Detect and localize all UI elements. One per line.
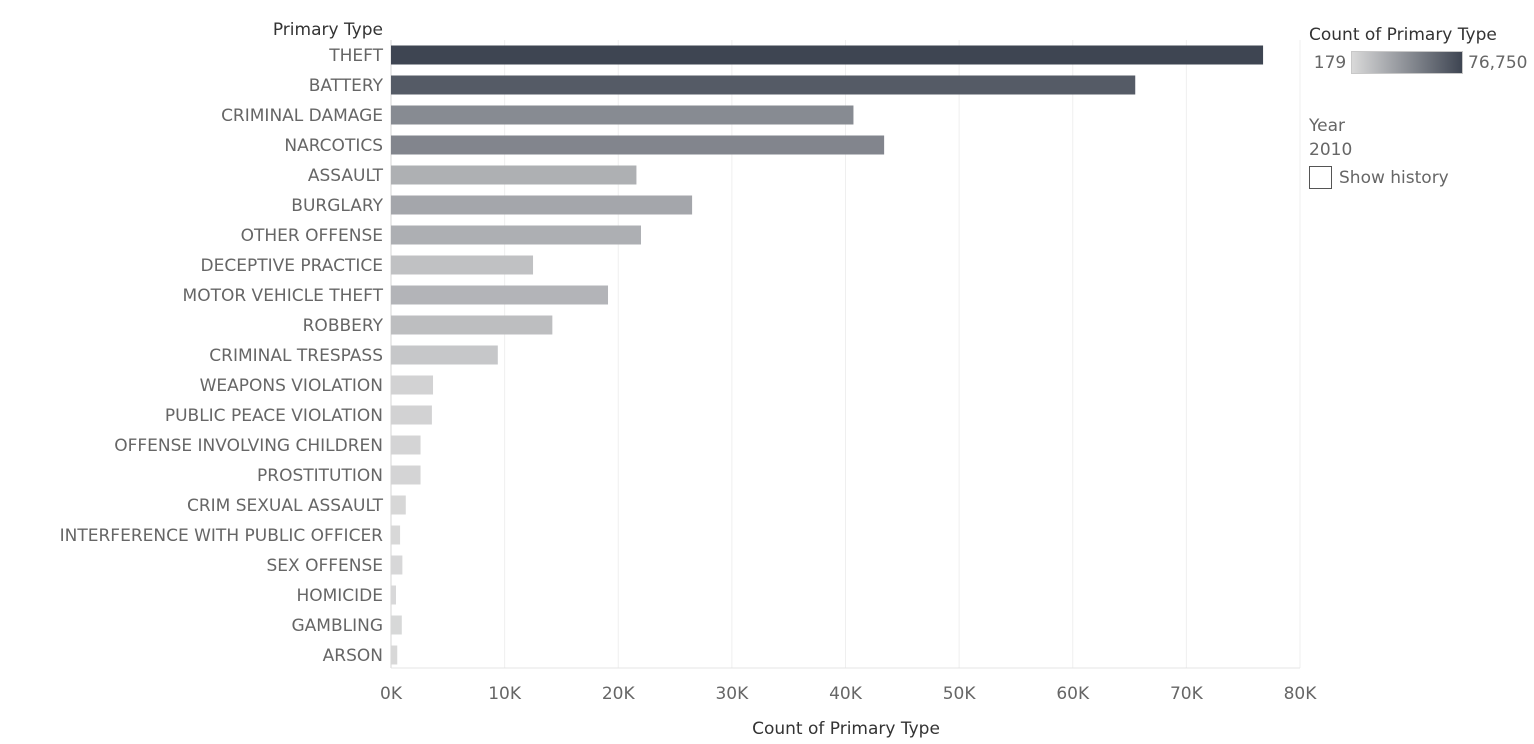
bar[interactable] <box>391 525 401 545</box>
x-tick-label: 20K <box>602 684 636 704</box>
category-label: OTHER OFFENSE <box>241 226 383 246</box>
bar[interactable] <box>391 75 1136 95</box>
bar[interactable] <box>391 375 434 395</box>
show-history-checkbox[interactable] <box>1309 166 1332 189</box>
bar[interactable] <box>391 615 402 635</box>
x-tick-label: 80K <box>1284 684 1318 704</box>
year-label: Year <box>1309 116 1345 136</box>
color-gradient-swatch <box>1351 51 1463 74</box>
bar[interactable] <box>391 555 403 575</box>
bars <box>391 45 1264 665</box>
gridlines <box>390 40 1301 669</box>
category-label: DECEPTIVE PRACTICE <box>201 256 383 276</box>
category-label: BURGLARY <box>291 196 383 216</box>
bar[interactable] <box>391 285 609 305</box>
bar[interactable] <box>391 45 1264 65</box>
category-label: PUBLIC PEACE VIOLATION <box>165 406 383 426</box>
bar[interactable] <box>391 435 421 455</box>
color-legend-title: Count of Primary Type <box>1309 25 1497 45</box>
bar[interactable] <box>391 315 553 335</box>
bar[interactable] <box>391 105 854 125</box>
category-label: THEFT <box>328 46 383 66</box>
x-tick-label: 10K <box>488 684 522 704</box>
bar[interactable] <box>391 255 534 275</box>
category-label: SEX OFFENSE <box>266 556 383 576</box>
color-legend: Count of Primary Type 179 76,750 <box>1309 24 1531 74</box>
y-header-label: Primary Type <box>273 20 383 40</box>
show-history-label: Show history <box>1339 167 1449 188</box>
color-legend-min: 179 <box>1313 52 1347 73</box>
year-filter: Year 2010 Show history <box>1309 114 1449 189</box>
category-label: PROSTITUTION <box>257 466 383 486</box>
category-label: CRIMINAL TRESPASS <box>209 346 383 366</box>
bar[interactable] <box>391 405 432 425</box>
show-history-toggle[interactable]: Show history <box>1309 166 1449 189</box>
bar[interactable] <box>391 135 885 155</box>
x-axis-title: Count of Primary Type <box>752 719 940 739</box>
bar[interactable] <box>391 465 421 485</box>
category-label: BATTERY <box>309 76 384 96</box>
category-label: INTERFERENCE WITH PUBLIC OFFICER <box>60 526 384 546</box>
category-label: ASSAULT <box>308 166 384 186</box>
category-label: CRIM SEXUAL ASSAULT <box>187 496 384 516</box>
category-label: CRIMINAL DAMAGE <box>221 106 383 126</box>
x-tick-label: 30K <box>715 684 749 704</box>
color-legend-scale: 179 76,750 <box>1309 51 1531 74</box>
category-labels: THEFT BATTERY CRIMINAL DAMAGE NARCOTICS ASSA… <box>60 46 384 666</box>
bar[interactable] <box>391 225 641 245</box>
category-label: NARCOTICS <box>284 136 383 156</box>
bar[interactable] <box>391 165 637 185</box>
year-value[interactable]: 2010 <box>1309 140 1353 160</box>
category-label: OFFENSE INVOLVING CHILDREN <box>114 436 383 456</box>
x-tick-label: 0K <box>380 684 403 704</box>
x-tick-label: 60K <box>1056 684 1090 704</box>
category-label: ARSON <box>323 646 383 666</box>
bar[interactable] <box>391 585 396 605</box>
category-label: MOTOR VEHICLE THEFT <box>183 286 384 306</box>
category-label: HOMICIDE <box>296 586 383 606</box>
bar[interactable] <box>391 645 398 665</box>
x-axis-ticks: 0K 10K 20K 30K 40K 50K 60K 70K 80K <box>380 684 1317 704</box>
x-tick-label: 70K <box>1170 684 1204 704</box>
bar[interactable] <box>391 345 498 365</box>
category-label: GAMBLING <box>291 616 383 636</box>
bar[interactable] <box>391 495 406 515</box>
color-legend-max: 76,750 <box>1468 52 1528 73</box>
x-tick-label: 40K <box>829 684 863 704</box>
category-label: WEAPONS VIOLATION <box>200 376 383 396</box>
bar[interactable] <box>391 195 693 215</box>
x-tick-label: 50K <box>943 684 977 704</box>
category-label: ROBBERY <box>303 316 384 336</box>
